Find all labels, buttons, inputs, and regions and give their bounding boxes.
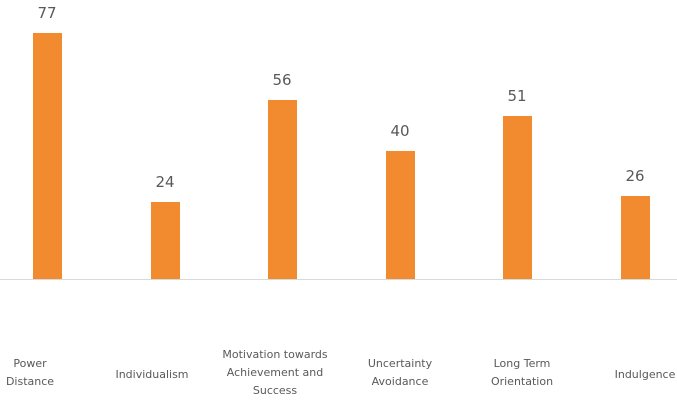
bar [503, 116, 532, 279]
bar [386, 151, 415, 279]
data-label: 26 [625, 167, 645, 185]
label-line: Uncertainty [367, 357, 433, 370]
data-label: 51 [507, 87, 527, 105]
category-label-long-term-orientation: Long Term Orientation [462, 355, 582, 391]
label-line: Success [252, 384, 298, 397]
data-label: 77 [37, 4, 57, 22]
category-label-motivation: Motivation towards Achievement and Succe… [215, 346, 335, 400]
x-axis-baseline [0, 279, 677, 280]
label-line: Avoidance [371, 375, 429, 388]
label-line: Motivation towards [222, 348, 328, 361]
label-line: Achievement and [226, 366, 324, 379]
category-label-uncertainty-avoidance: Uncertainty Avoidance [340, 355, 460, 391]
category-label-power-distance: Power Distance [0, 355, 90, 391]
bar [33, 33, 62, 279]
label-line: Long Term [493, 357, 551, 370]
label-line: Orientation [490, 375, 554, 388]
label-line: Individualism [115, 368, 189, 381]
bar [151, 202, 180, 279]
label-line: Power [13, 357, 47, 370]
data-label: 24 [155, 173, 175, 191]
category-label-indulgence: Indulgence [585, 366, 677, 384]
bar [621, 196, 650, 279]
label-line: Indulgence [614, 368, 676, 381]
data-label: 56 [272, 71, 292, 89]
label-line: Distance [5, 375, 55, 388]
bar [268, 100, 297, 279]
data-label: 40 [390, 122, 410, 140]
category-label-individualism: Individualism [92, 366, 212, 384]
